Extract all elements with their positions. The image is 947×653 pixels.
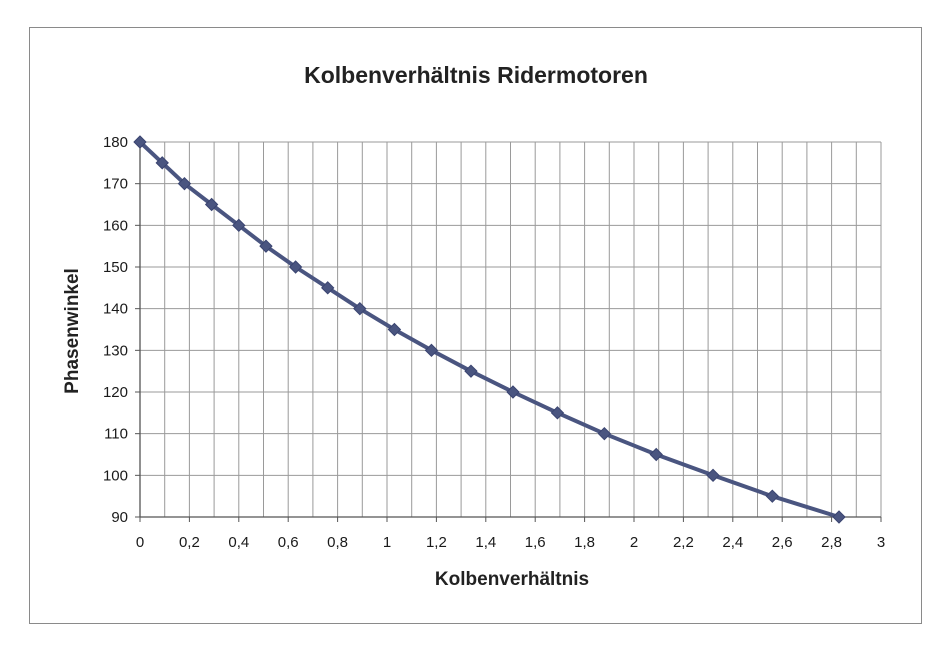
y-tick-label: 160 — [103, 217, 128, 234]
data-point — [424, 343, 439, 358]
x-tick-label: 0,4 — [228, 534, 249, 551]
x-tick-label: 0 — [136, 534, 144, 551]
y-tick-label: 130 — [103, 342, 128, 359]
x-tick-label: 1,2 — [426, 534, 447, 551]
tick-labels: 90 100 110 120 130 140 150 160 170 180 0 0,2 0,4 0,6 0… — [103, 134, 885, 551]
axes — [135, 141, 882, 522]
data-point — [321, 281, 335, 295]
data-point — [506, 385, 520, 399]
data-point — [133, 135, 147, 149]
data-point — [765, 489, 780, 503]
data-point — [706, 468, 720, 483]
data-point — [832, 510, 846, 524]
data-point — [288, 260, 303, 274]
x-tick-label: 1,6 — [525, 534, 546, 551]
data-point — [177, 176, 192, 191]
series-line — [138, 140, 840, 519]
chart-frame: Kolbenverhältnis Ridermotoren 90 100 110 12… — [29, 27, 922, 624]
x-tick-label: 0,2 — [179, 534, 200, 551]
x-tick-label: 0,6 — [278, 534, 299, 551]
x-tick-label: 2,2 — [673, 534, 694, 551]
y-tick-label: 90 — [111, 509, 128, 526]
data-point — [232, 218, 246, 233]
x-tick-label: 1 — [383, 534, 391, 551]
y-tick-label: 120 — [103, 384, 128, 401]
x-tick-label: 2 — [630, 534, 638, 551]
data-point — [259, 239, 273, 253]
grid — [140, 141, 882, 518]
y-tick-label: 150 — [103, 259, 128, 276]
data-point — [597, 426, 612, 441]
x-tick-label: 1,8 — [574, 534, 595, 551]
y-tick-label: 110 — [104, 426, 128, 443]
data-point — [464, 364, 478, 378]
x-tick-label: 3 — [877, 534, 885, 551]
x-tick-label: 2,4 — [722, 534, 743, 551]
series-layer — [133, 135, 846, 524]
data-point — [387, 322, 402, 337]
data-point — [204, 197, 219, 212]
y-tick-label: 140 — [103, 301, 128, 318]
x-tick-label: 1,4 — [475, 534, 496, 551]
x-axis-title: Kolbenverhältnis — [435, 569, 589, 590]
data-point — [649, 447, 663, 462]
x-tick-label: 0,8 — [327, 534, 348, 551]
line-chart: Kolbenverhältnis Ridermotoren 9010011012… — [62, 62, 885, 590]
y-tick-label: 180 — [103, 134, 128, 151]
data-point — [550, 406, 565, 420]
x-tick-label: 2,6 — [772, 534, 793, 551]
chart-title: Kolbenverhältnis Ridermotoren — [304, 62, 648, 88]
x-tick-label: 2,8 — [821, 534, 842, 551]
y-tick-label: 100 — [103, 467, 128, 484]
y-axis-title: Phasenwinkel — [62, 268, 83, 394]
y-tick-label: 170 — [103, 176, 128, 193]
data-point — [353, 301, 367, 316]
data-point — [155, 156, 169, 170]
